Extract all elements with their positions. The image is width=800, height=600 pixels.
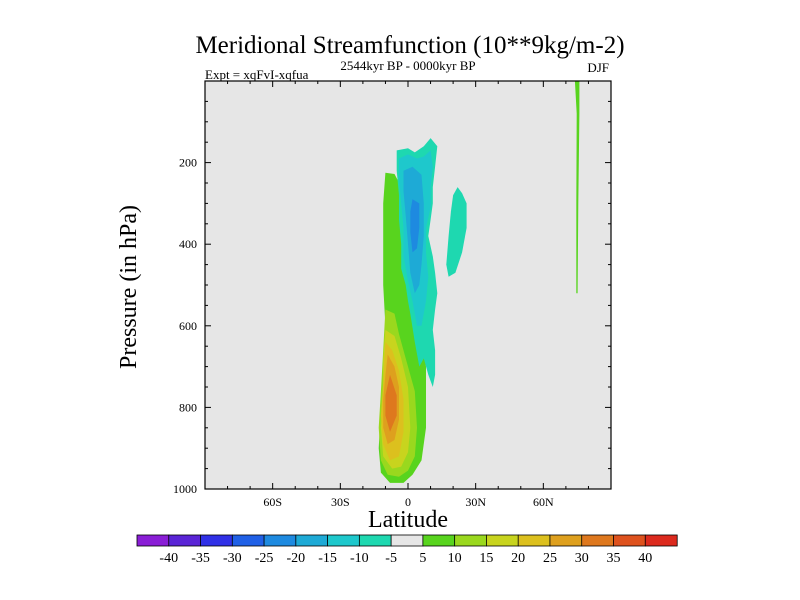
colorbar-label: -5 <box>385 551 397 566</box>
x-axis-label: Latitude <box>368 507 448 533</box>
period-label: 2544kyr BP - 0000kyr BP <box>340 58 475 73</box>
colorbar-swatch <box>136 534 170 547</box>
colorbar-swatch <box>200 534 233 547</box>
colorbar-swatch <box>549 534 583 547</box>
y-tick-label: 800 <box>179 400 197 414</box>
colorbar-label: 10 <box>448 551 462 566</box>
colorbar-swatch <box>327 534 360 547</box>
colorbar-swatch <box>581 534 615 547</box>
colorbar: -40 -35 -30 -25 -20 -15 -10 -5 5 10 15 20 25 30 35 40 <box>136 534 678 566</box>
colorbar-swatch <box>517 534 551 547</box>
x-tick-label: 0 <box>405 495 411 509</box>
streak-5-north <box>574 81 580 294</box>
axes: 60S 30S 0 30N 60N 200 400 600 800 1000 <box>173 80 612 509</box>
x-tick-label: 30N <box>465 495 486 509</box>
x-tick-label: 60N <box>533 495 554 509</box>
colorbar-swatch <box>263 534 297 547</box>
contour-regions <box>378 81 580 483</box>
colorbar-swatch <box>422 534 456 547</box>
colorbar-label: -25 <box>255 551 274 566</box>
colorbar-label: -30 <box>223 551 242 566</box>
colorbar-label: -35 <box>191 551 210 566</box>
colorbar-label: 40 <box>638 551 652 566</box>
colorbar-label: 5 <box>419 551 426 566</box>
colorbar-label: 20 <box>511 551 525 566</box>
y-tick-label: 400 <box>179 237 197 251</box>
colorbar-label: -15 <box>318 551 337 566</box>
colorbar-swatch <box>295 534 329 547</box>
colorbar-swatch <box>168 534 202 547</box>
y-axis-label: Pressure (in hPa) <box>116 205 142 369</box>
colorbar-swatch <box>358 534 392 547</box>
chart-title: Meridional Streamfunction (10**9kg/m-2) <box>195 32 624 59</box>
experiment-label: Expt = xqFvI-xqfua <box>205 67 309 82</box>
colorbar-swatch <box>390 534 424 547</box>
y-tick-label: 1000 <box>173 482 197 496</box>
colorbar-label: -40 <box>159 551 178 566</box>
season-label: DJF <box>587 60 609 75</box>
colorbar-swatch <box>486 534 519 547</box>
colorbar-label: 25 <box>543 551 557 566</box>
colorbar-swatch <box>613 534 646 547</box>
colorbar-swatch <box>644 534 678 547</box>
y-tick-label: 600 <box>179 319 197 333</box>
colorbar-swatch <box>231 534 265 547</box>
x-tick-label: 60S <box>263 495 282 509</box>
negative-cell-5-east <box>446 187 467 277</box>
colorbar-label: 30 <box>575 551 589 566</box>
negative-cell-20 <box>410 199 420 253</box>
colorbar-label: 35 <box>606 551 620 566</box>
colorbar-label: -10 <box>350 551 369 566</box>
colorbar-label: 15 <box>479 551 493 566</box>
colorbar-swatch <box>454 534 488 547</box>
colorbar-label: -20 <box>286 551 305 566</box>
x-tick-label: 30S <box>331 495 350 509</box>
y-tick-label: 200 <box>179 156 197 170</box>
positive-cell-30 <box>385 374 397 432</box>
